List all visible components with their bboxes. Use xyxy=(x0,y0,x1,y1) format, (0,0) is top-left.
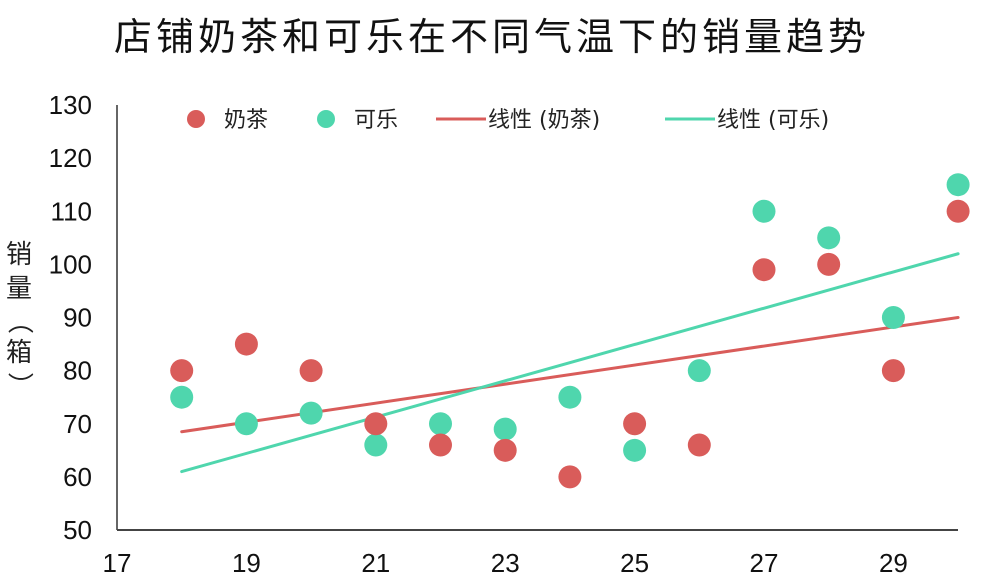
data-point xyxy=(558,385,582,409)
x-tick-label: 21 xyxy=(361,548,390,578)
data-point xyxy=(558,465,582,489)
data-point xyxy=(170,359,194,383)
data-point xyxy=(493,417,517,441)
legend-label: 线性 (可乐) xyxy=(717,108,829,133)
x-tick-label: 19 xyxy=(232,548,261,578)
data-point xyxy=(752,258,776,282)
trendline xyxy=(180,316,960,434)
data-point xyxy=(946,199,970,223)
data-point xyxy=(687,359,711,383)
legend-label: 线性 (奶茶) xyxy=(488,108,600,133)
y-tick-label: 130 xyxy=(49,90,92,120)
y-axis-label-char: 量 xyxy=(5,274,32,304)
x-tick-label: 25 xyxy=(620,548,649,578)
data-point xyxy=(881,306,905,329)
y-tick-label: 60 xyxy=(63,462,92,492)
y-tick-label: 110 xyxy=(51,196,92,226)
data-point xyxy=(429,433,452,457)
data-point xyxy=(946,173,970,197)
data-points xyxy=(170,173,970,489)
data-point xyxy=(752,199,776,223)
legend-label: 可乐 xyxy=(354,108,398,133)
x-tick-label: 27 xyxy=(750,548,779,578)
data-point xyxy=(364,412,388,436)
x-tick-label: 23 xyxy=(491,548,520,578)
legend-label: 奶茶 xyxy=(224,108,268,133)
y-tick-label: 100 xyxy=(49,249,92,279)
data-point xyxy=(429,412,452,436)
data-point xyxy=(299,401,323,425)
axes: 50 60 70 80 90 100 110 120 130 17 19 21 23 25 27 29 xyxy=(49,90,958,578)
y-tick-label: 70 xyxy=(63,409,92,439)
trendlines xyxy=(180,252,960,474)
legend-marker-icon xyxy=(187,110,205,128)
x-tick-label: 29 xyxy=(879,548,908,578)
trendline xyxy=(180,252,960,474)
data-point xyxy=(364,433,388,457)
data-point xyxy=(234,412,258,436)
data-point xyxy=(234,332,258,356)
y-tick-label: 80 xyxy=(63,356,92,386)
legend-marker-icon xyxy=(317,110,335,128)
y-axis-label-char: 箱 xyxy=(5,338,32,368)
x-tick-label: 17 xyxy=(103,548,132,578)
data-point xyxy=(687,433,711,457)
data-point xyxy=(299,359,323,383)
data-point xyxy=(170,385,194,409)
legend: 奶茶 可乐 线性 (奶茶) 线性 (可乐) xyxy=(187,108,829,133)
data-point xyxy=(817,226,841,250)
y-axis-label: 销量（箱） xyxy=(4,238,34,400)
data-point xyxy=(817,252,841,276)
data-point xyxy=(623,412,647,436)
data-point xyxy=(623,438,647,462)
data-point xyxy=(881,359,905,383)
y-tick-label: 120 xyxy=(49,143,92,173)
chart-title: 店铺奶茶和可乐在不同气温下的销量趋势 xyxy=(113,15,870,59)
y-axis-label-char: 销 xyxy=(5,240,32,270)
data-point xyxy=(493,438,517,462)
y-tick-label: 90 xyxy=(63,303,92,333)
y-tick-label: 50 xyxy=(63,515,92,545)
